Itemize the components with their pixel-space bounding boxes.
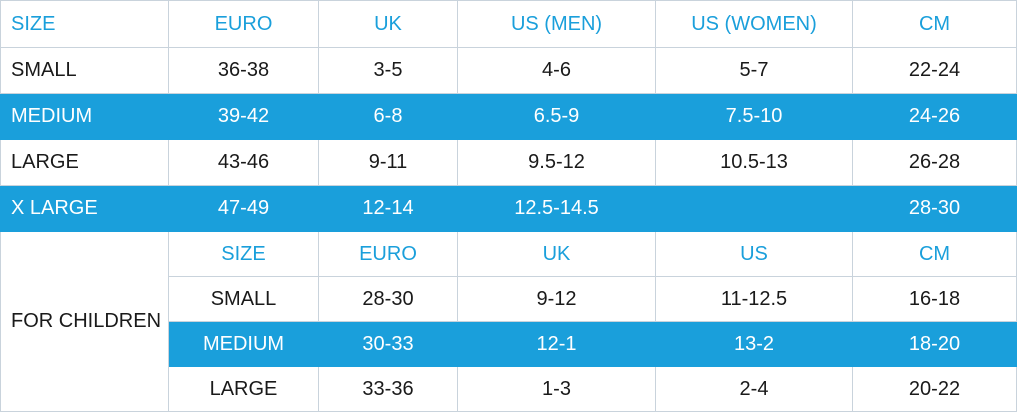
table-cell: CM (852, 0, 1017, 48)
table-row: LARGE 43-46 9-11 9.5-12 10.5-13 26-28 (0, 139, 1017, 186)
table-cell: 20-22 (852, 366, 1017, 412)
table-cell: 5-7 (655, 47, 853, 94)
table-cell: SIZE (168, 231, 319, 277)
table-cell: SMALL (0, 47, 169, 94)
table-cell: 3-5 (318, 47, 458, 94)
table-row: SMALL 28-30 9-12 11-12.5 16-18 (1, 276, 1017, 322)
table-cell: 2-4 (655, 366, 853, 412)
table-row: SMALL 36-38 3-5 4-6 5-7 22-24 (0, 47, 1017, 94)
table-row: FOR CHILDREN SIZE EURO UK US CM (0, 231, 1017, 412)
table-cell: 28-30 (852, 185, 1017, 232)
table-cell: MEDIUM (0, 93, 169, 140)
table-cell: 1-3 (457, 366, 656, 412)
table-cell: 36-38 (168, 47, 319, 94)
table-cell: LARGE (0, 139, 169, 186)
table-cell: LARGE (168, 366, 319, 412)
table-cell: MEDIUM (168, 321, 319, 367)
table-cell: US (655, 231, 853, 277)
table-cell: 12-1 (457, 321, 656, 367)
table-cell: UK (457, 231, 656, 277)
table-cell: 28-30 (318, 276, 458, 322)
table-cell: US (MEN) (457, 0, 656, 48)
table-cell: 6.5-9 (457, 93, 656, 140)
table-row: MEDIUM 30-33 12-1 13-2 18-20 (1, 321, 1017, 367)
table-cell: EURO (318, 231, 458, 277)
table-cell: US (WOMEN) (655, 0, 853, 48)
table-cell: 9-11 (318, 139, 458, 186)
table-cell: 7.5-10 (655, 93, 853, 140)
table-row: SIZE EURO UK US (MEN) US (WOMEN) CM (0, 0, 1017, 48)
table-cell: 9-12 (457, 276, 656, 322)
table-cell: SMALL (168, 276, 319, 322)
table-cell: X LARGE (0, 185, 169, 232)
table-cell: 16-18 (852, 276, 1017, 322)
table-cell: SIZE (0, 0, 169, 48)
table-cell: 39-42 (168, 93, 319, 140)
table-cell: 47-49 (168, 185, 319, 232)
table-cell: EURO (168, 0, 319, 48)
table-cell (655, 185, 853, 232)
table-cell: 6-8 (318, 93, 458, 140)
table-cell: 10.5-13 (655, 139, 853, 186)
table-cell: 33-36 (318, 366, 458, 412)
table-cell: 11-12.5 (655, 276, 853, 322)
table-cell: 12-14 (318, 185, 458, 232)
children-label: FOR CHILDREN (0, 231, 169, 412)
table-row: MEDIUM 39-42 6-8 6.5-9 7.5-10 24-26 (0, 93, 1017, 140)
table-cell: CM (852, 231, 1017, 277)
table-cell: 12.5-14.5 (457, 185, 656, 232)
table-row: X LARGE 47-49 12-14 12.5-14.5 28-30 (0, 185, 1017, 232)
table-cell: 4-6 (457, 47, 656, 94)
table-cell: 43-46 (168, 139, 319, 186)
table-cell: 13-2 (655, 321, 853, 367)
table-row: LARGE 33-36 1-3 2-4 20-22 (1, 366, 1017, 412)
table-cell: 24-26 (852, 93, 1017, 140)
table-cell: 22-24 (852, 47, 1017, 94)
table-cell: 18-20 (852, 321, 1017, 367)
table-cell: 9.5-12 (457, 139, 656, 186)
table-cell: UK (318, 0, 458, 48)
table-cell: 30-33 (318, 321, 458, 367)
table-cell: 26-28 (852, 139, 1017, 186)
